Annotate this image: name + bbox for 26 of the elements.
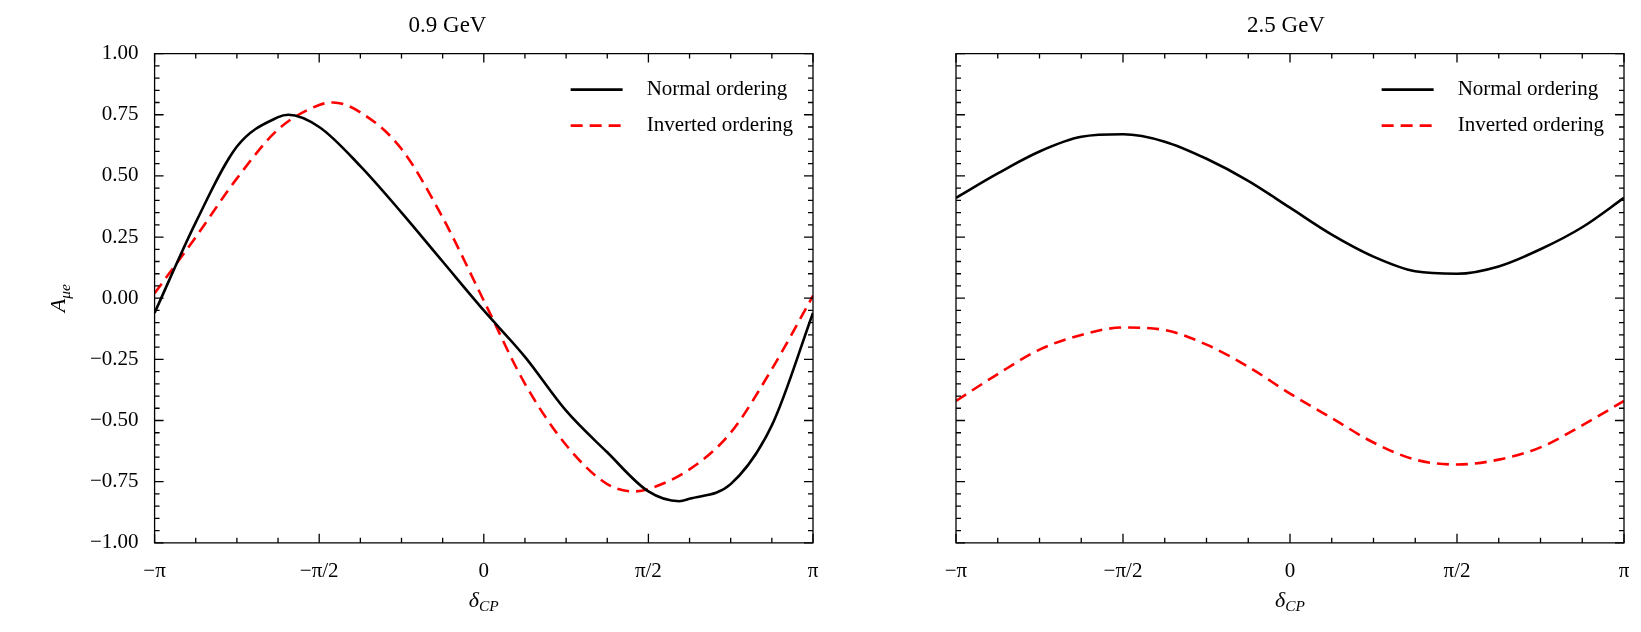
- y-axis-title: Aμe: [45, 284, 74, 315]
- x-tick-label: π: [807, 557, 819, 582]
- legend-label: Normal ordering: [646, 76, 788, 101]
- x-tick-label: π/2: [634, 557, 662, 582]
- x-tick-label: π/2: [1443, 557, 1471, 582]
- y-tick-label: 1.00: [101, 40, 139, 65]
- legend-label: Inverted ordering: [1457, 112, 1605, 137]
- chart-title: 0.9 GeV: [408, 11, 487, 37]
- y-tick-label: −1.00: [90, 529, 139, 554]
- chart-title: 2.5 GeV: [1247, 11, 1326, 37]
- x-tick-label: −π: [944, 557, 968, 582]
- x-tick-label: π: [1618, 557, 1630, 582]
- x-tick-label: −π/2: [1103, 557, 1143, 582]
- x-tick-label: 0: [478, 557, 490, 582]
- y-tick-label: −0.25: [90, 345, 139, 370]
- y-tick-label: 0.00: [101, 284, 139, 309]
- y-tick-label: −0.75: [90, 468, 139, 493]
- x-tick-label: 0: [1284, 557, 1296, 582]
- legend-label: Inverted ordering: [646, 112, 794, 137]
- y-tick-label: 0.75: [101, 101, 139, 126]
- x-tick-label: −π: [143, 557, 167, 582]
- legend-label: Normal ordering: [1457, 76, 1599, 101]
- y-tick-label: 0.50: [101, 162, 139, 187]
- y-tick-label: 0.25: [101, 223, 139, 248]
- y-tick-label: −0.50: [90, 407, 139, 432]
- x-tick-label: −π/2: [299, 557, 339, 582]
